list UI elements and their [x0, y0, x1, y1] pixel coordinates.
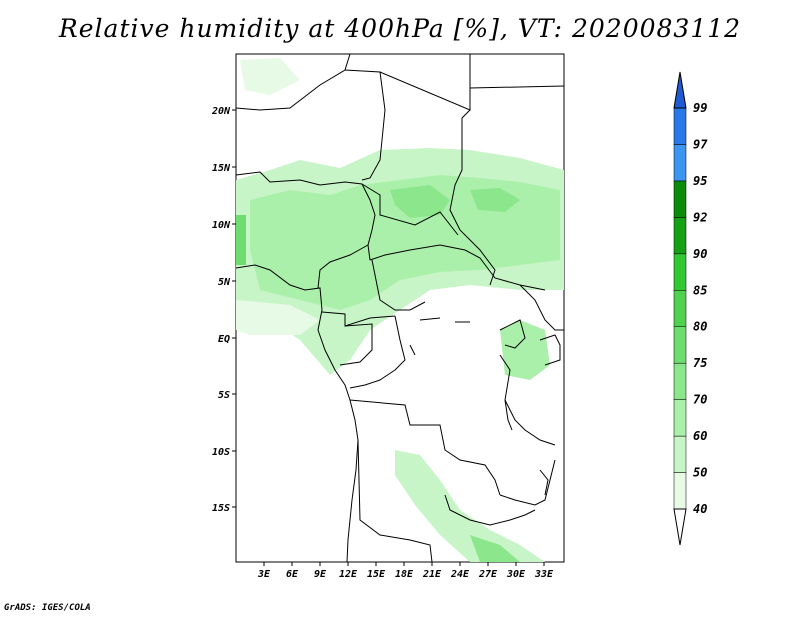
- border-line: [519, 284, 564, 331]
- humidity-area-nw: [240, 58, 300, 95]
- colorbar-segment: [673, 399, 687, 437]
- river-line: [409, 317, 470, 356]
- colorbar-bottom-arrow: [673, 508, 687, 546]
- country-borders: [235, 53, 565, 563]
- colorbar-level-label: 85: [693, 283, 707, 297]
- border-line: [235, 53, 351, 111]
- border-line: [449, 109, 496, 286]
- lon-tick-label: 27E: [478, 569, 498, 580]
- lake-line: [539, 469, 549, 496]
- humidity-area-wet: [390, 185, 450, 218]
- colorbar-segment: [673, 144, 687, 182]
- lon-tick-label: 18E: [395, 569, 414, 580]
- colorbar-level-label: 60: [693, 429, 707, 443]
- colorbar-segment: [673, 180, 687, 218]
- border-line: [444, 494, 536, 526]
- colorbar-level-label: 75: [693, 356, 707, 370]
- lon-tick-label: 15E: [367, 569, 386, 580]
- lat-tick-label: EQ: [218, 334, 230, 345]
- lon-tick-label: 3E: [257, 569, 271, 580]
- coastline-west: [235, 264, 359, 563]
- border-line: [469, 85, 565, 89]
- colorbar: 40 50 60 70 75 80 85 90 92 95 97 99: [673, 71, 708, 546]
- lon-tick-label: 6E: [286, 569, 299, 580]
- humidity-area-south-wet: [470, 535, 520, 562]
- humidity-area-coast: [236, 215, 246, 265]
- border-line: [499, 459, 556, 506]
- colorbar-segment: [673, 253, 687, 291]
- border-line: [499, 354, 556, 446]
- lon-tick-label: 12E: [339, 569, 358, 580]
- lon-tick-label: 9E: [314, 569, 327, 580]
- colorbar-segment: [673, 326, 687, 364]
- border-line: [357, 439, 433, 563]
- lat-tick-label: 20N: [211, 106, 231, 117]
- border-line: [371, 259, 426, 311]
- chart-title: Relative humidity at 400hPa [%], VT: 202…: [58, 14, 742, 43]
- lat-tick-label: 10S: [212, 447, 230, 458]
- colorbar-segment: [673, 107, 687, 145]
- border-line: [235, 171, 376, 261]
- border-line: [499, 319, 526, 349]
- colorbar-segments: [673, 107, 687, 510]
- colorbar-segment: [673, 217, 687, 255]
- lon-axis: 3E 6E 9E 12E 15E 18E 21E 24E 27E 30E 33E: [257, 562, 554, 580]
- lon-tick-label: 21E: [422, 569, 442, 580]
- border-line: [539, 334, 561, 366]
- lon-tick-label: 24E: [450, 569, 470, 580]
- colorbar-level-label: 92: [693, 210, 707, 224]
- border-line: [369, 244, 546, 291]
- lon-tick-label: 30E: [506, 569, 526, 580]
- lat-tick-label: 15N: [212, 163, 231, 174]
- humidity-area-east: [500, 320, 550, 380]
- colorbar-level-label: 97: [693, 137, 708, 151]
- border-line: [349, 315, 406, 389]
- border-line: [317, 244, 369, 289]
- lon-tick-label: 33E: [534, 569, 554, 580]
- lake-line: [504, 399, 513, 431]
- humidity-area-wet2: [470, 188, 520, 212]
- colorbar-level-label: 95: [693, 174, 707, 188]
- colorbar-segment: [673, 362, 687, 400]
- colorbar-segment: [673, 290, 687, 327]
- lat-tick-label: 5S: [218, 390, 230, 401]
- lat-axis: 20N 15N 10N 5N EQ 5S 10S 15S: [211, 106, 236, 514]
- colorbar-segment: [673, 435, 687, 473]
- border-line: [361, 183, 459, 236]
- colorbar-level-label: 70: [693, 393, 707, 407]
- colorbar-level-label: 40: [693, 502, 707, 516]
- humidity-area-sw: [236, 300, 320, 335]
- lat-tick-label: 5N: [218, 277, 231, 288]
- colorbar-level-label: 80: [693, 320, 707, 334]
- border-line: [339, 323, 373, 366]
- colorbar-level-label: 90: [693, 247, 707, 261]
- colorbar-level-label: 99: [693, 101, 707, 115]
- colorbar-segment: [673, 472, 687, 510]
- humidity-field: [236, 58, 564, 562]
- colorbar-level-label: 50: [693, 466, 707, 480]
- lat-tick-label: 10N: [212, 220, 231, 231]
- lat-tick-label: 15S: [212, 503, 230, 514]
- humidity-area-south: [395, 450, 545, 562]
- colorbar-labels: 40 50 60 70 75 80 85 90 92 95 97 99: [693, 101, 708, 516]
- border-line: [349, 399, 501, 496]
- credit-label: GrADS: IGES/COLA: [4, 603, 91, 613]
- colorbar-top-arrow: [673, 71, 687, 109]
- border-line: [344, 69, 386, 181]
